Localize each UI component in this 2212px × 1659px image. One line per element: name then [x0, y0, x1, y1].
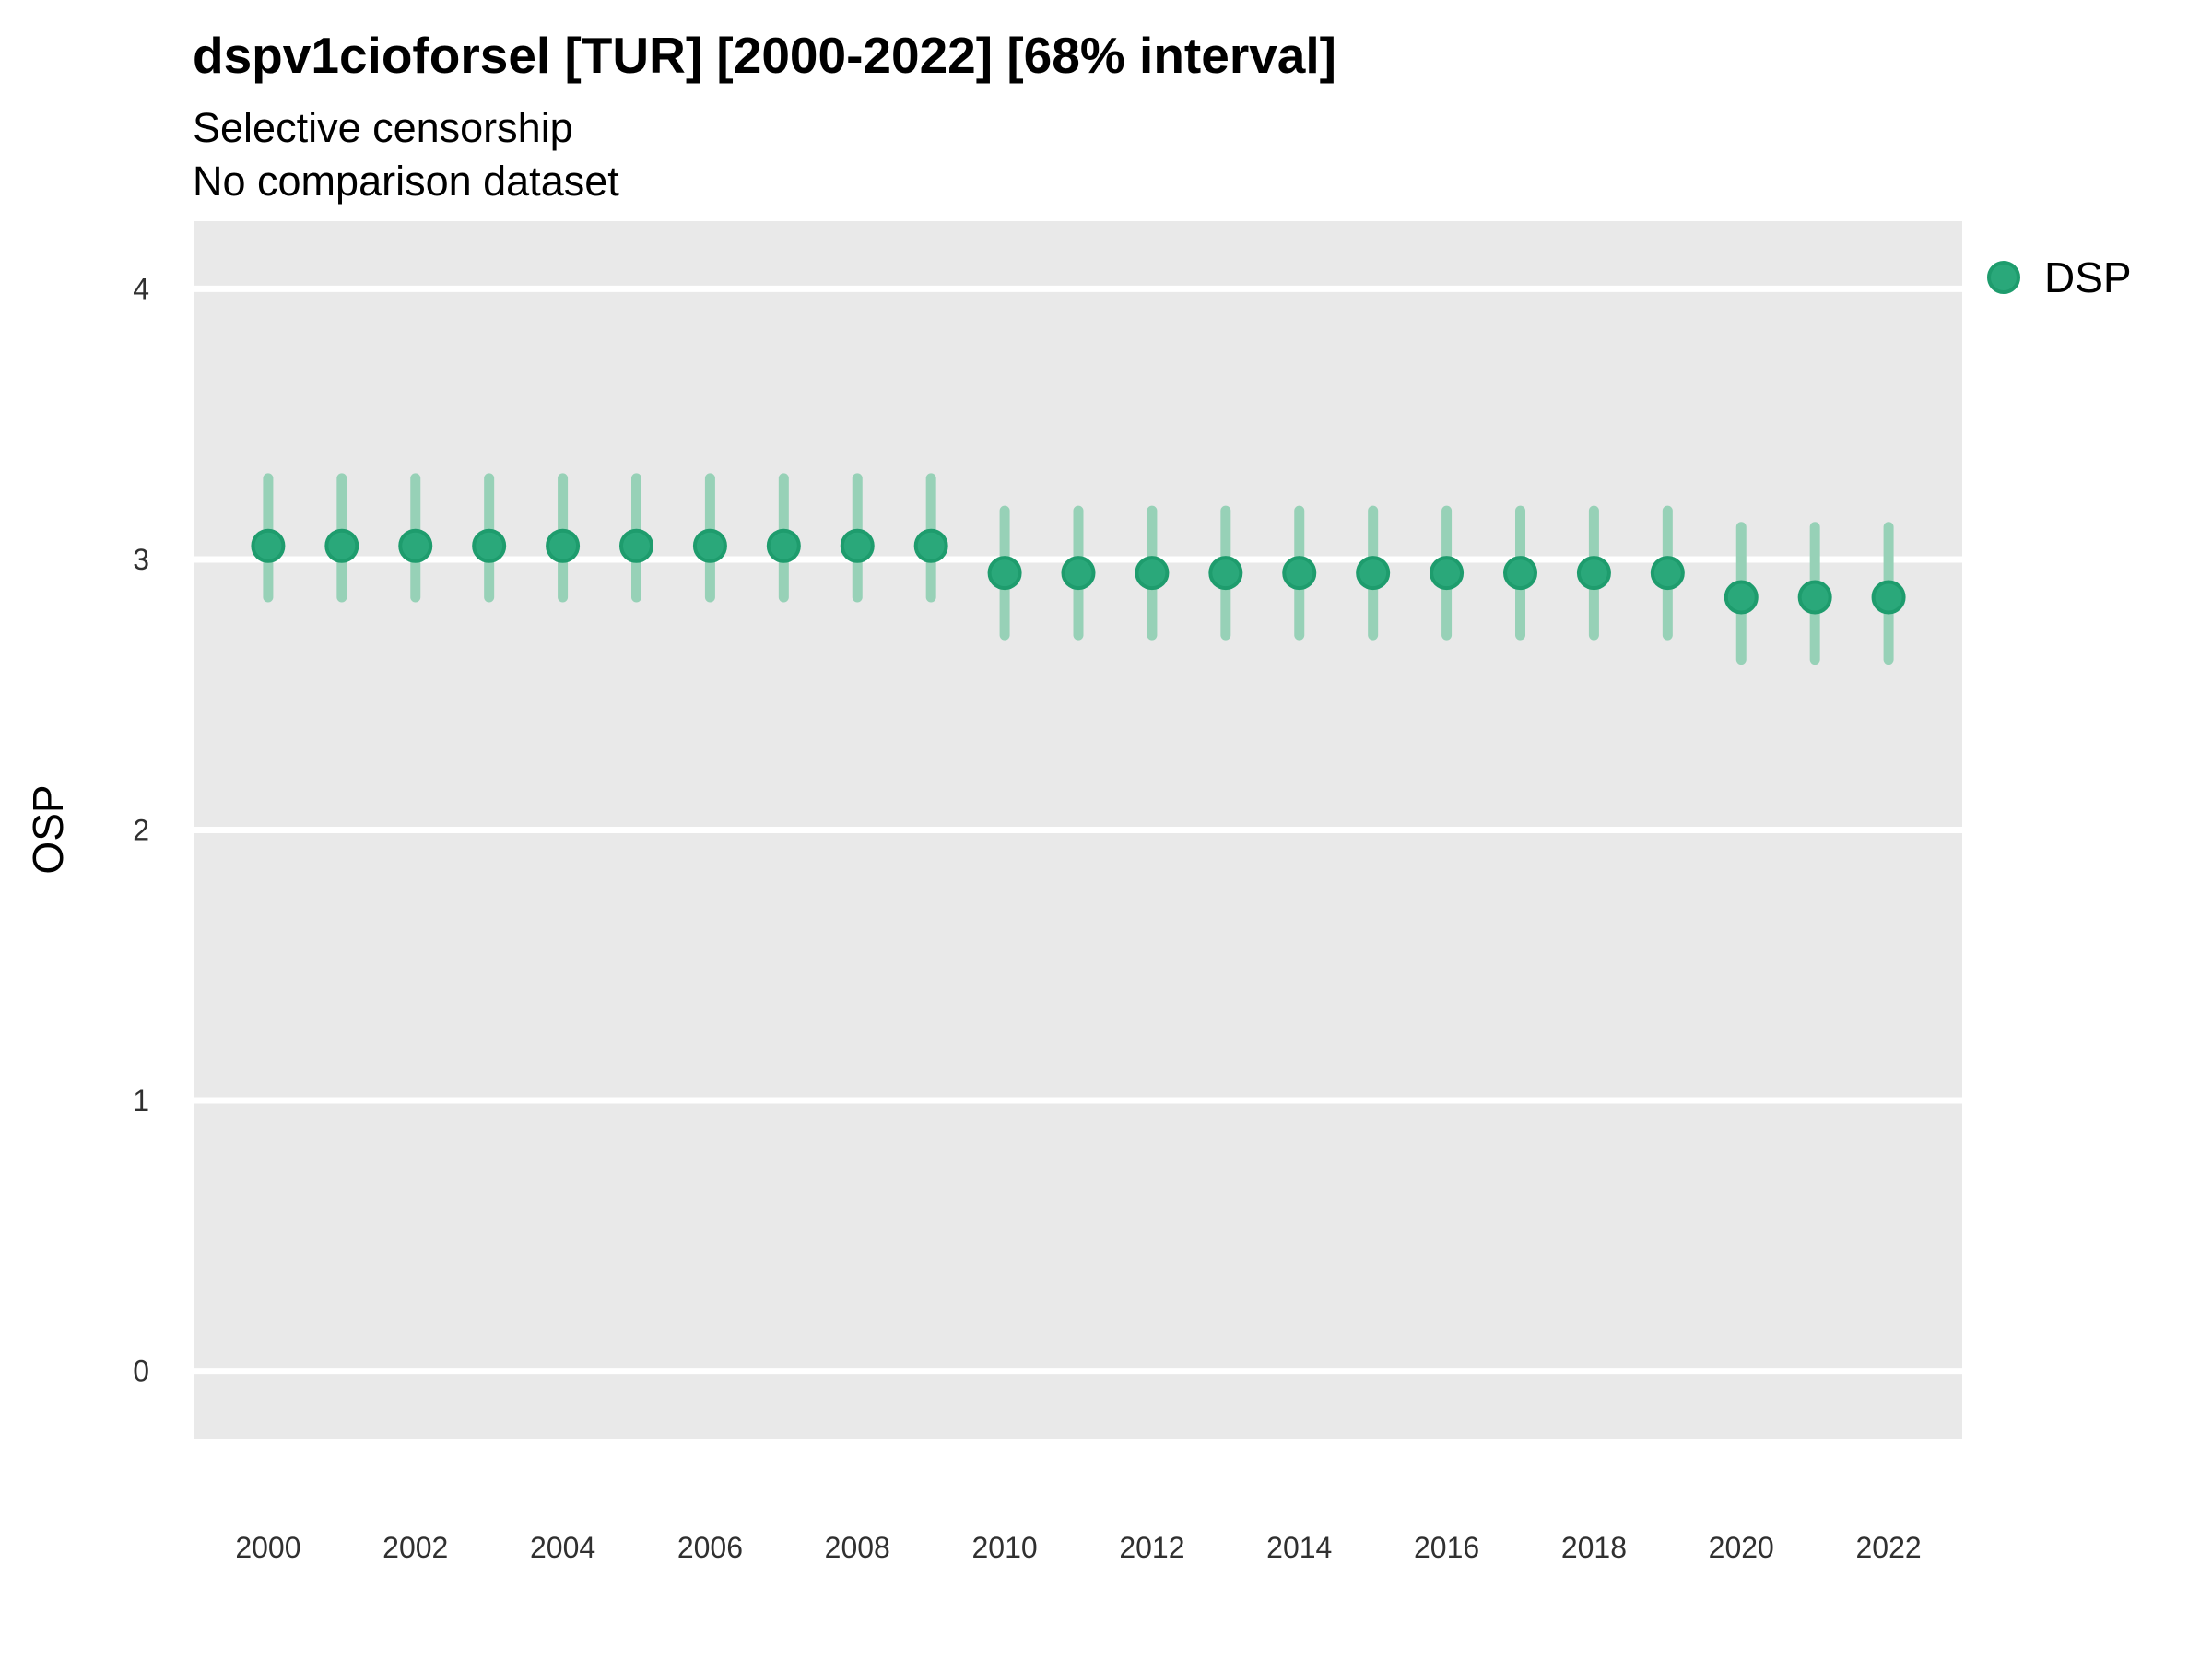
x-tick-label-2020: 2020: [1709, 1531, 1774, 1564]
data-point-2017: [1503, 556, 1537, 591]
data-point-2004: [546, 528, 581, 563]
x-tick-label-2010: 2010: [971, 1531, 1037, 1564]
chart-subtitle-line1: Selective censorship: [193, 104, 573, 151]
data-point-2013: [1208, 556, 1243, 591]
data-point-2021: [1797, 580, 1832, 615]
x-tick-label-2000: 2000: [235, 1531, 300, 1564]
x-tick-label-2014: 2014: [1266, 1531, 1332, 1564]
data-point-2011: [1061, 556, 1096, 591]
x-tick-label-2008: 2008: [825, 1531, 890, 1564]
x-tick-label-2002: 2002: [382, 1531, 448, 1564]
x-tick-label-2018: 2018: [1561, 1531, 1627, 1564]
y-tick-label-2: 2: [133, 814, 149, 847]
data-point-2012: [1135, 556, 1170, 591]
legend: DSP: [1987, 256, 2132, 299]
data-point-2014: [1282, 556, 1317, 591]
x-tick-label-2006: 2006: [677, 1531, 743, 1564]
x-tick-label-2012: 2012: [1119, 1531, 1184, 1564]
data-point-2022: [1871, 580, 1906, 615]
legend-label: DSP: [2044, 253, 2132, 301]
data-point-2006: [692, 528, 727, 563]
y-tick-label-4: 4: [133, 272, 149, 305]
chart-subtitle-line2: No comparison dataset: [193, 158, 619, 205]
x-tick-label-2022: 2022: [1855, 1531, 1921, 1564]
data-point-2016: [1430, 556, 1465, 591]
legend-point-icon: [1987, 261, 2020, 294]
data-point-2015: [1356, 556, 1391, 591]
chart-title: dspv1cioforsel [TUR] [2000-2022] [68% in…: [193, 27, 1336, 84]
data-point-2009: [913, 528, 948, 563]
x-tick-label-2004: 2004: [530, 1531, 595, 1564]
data-point-2002: [398, 528, 433, 563]
data-point-2000: [251, 528, 286, 563]
data-point-2007: [766, 528, 801, 563]
data-point-2001: [324, 528, 359, 563]
data-point-2018: [1576, 556, 1611, 591]
x-tick-label-2016: 2016: [1414, 1531, 1479, 1564]
data-point-2020: [1724, 580, 1759, 615]
y-tick-label-0: 0: [133, 1355, 149, 1388]
data-point-2010: [987, 556, 1022, 591]
y-tick-label-1: 1: [133, 1084, 149, 1117]
data-point-2019: [1650, 556, 1685, 591]
y-tick-label-3: 3: [133, 543, 149, 576]
data-point-2005: [619, 528, 653, 563]
data-point-2003: [472, 528, 507, 563]
data-point-2008: [840, 528, 875, 563]
